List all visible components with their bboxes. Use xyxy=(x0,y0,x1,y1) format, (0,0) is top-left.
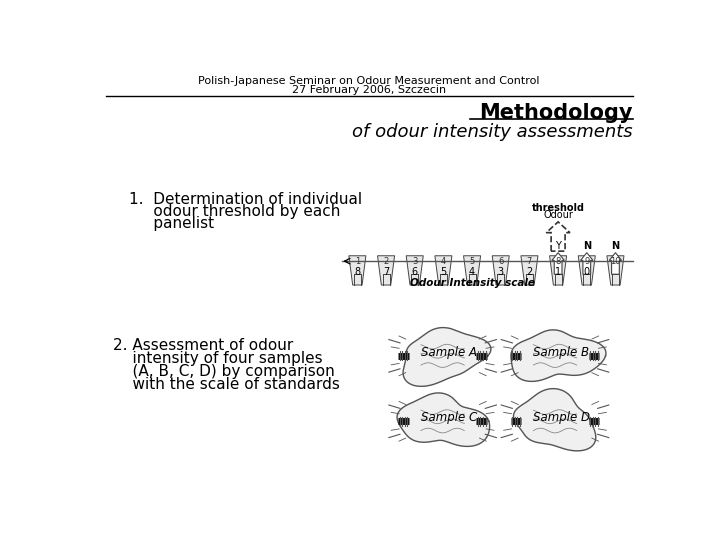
Polygon shape xyxy=(377,256,395,285)
Text: Sample C: Sample C xyxy=(420,411,477,424)
Text: 10: 10 xyxy=(611,258,621,266)
Text: 1: 1 xyxy=(355,258,360,266)
Text: threshold: threshold xyxy=(531,202,585,213)
Text: 3: 3 xyxy=(498,267,504,278)
Polygon shape xyxy=(406,256,423,285)
Text: 8: 8 xyxy=(555,258,561,266)
Polygon shape xyxy=(609,253,621,274)
Text: N: N xyxy=(582,241,591,251)
Text: Sample B: Sample B xyxy=(534,346,589,359)
Text: Polish-Japanese Seminar on Odour Measurement and Control: Polish-Japanese Seminar on Odour Measure… xyxy=(198,76,540,85)
Text: Y: Y xyxy=(555,241,561,251)
Text: 7: 7 xyxy=(383,267,390,278)
Text: 6: 6 xyxy=(498,258,503,266)
Text: 1.  Determination of individual: 1. Determination of individual xyxy=(129,192,362,207)
Polygon shape xyxy=(403,328,491,386)
Text: 5: 5 xyxy=(469,258,474,266)
Polygon shape xyxy=(435,256,452,285)
Polygon shape xyxy=(492,256,509,285)
Text: 2: 2 xyxy=(384,258,389,266)
Text: 0: 0 xyxy=(584,267,590,278)
Polygon shape xyxy=(511,330,606,381)
Text: 4: 4 xyxy=(441,258,446,266)
Text: odour threshold by each: odour threshold by each xyxy=(129,204,340,219)
Text: Methodology: Methodology xyxy=(479,103,632,123)
Text: 6: 6 xyxy=(412,267,418,278)
Text: Sample A: Sample A xyxy=(420,346,477,359)
Polygon shape xyxy=(513,389,596,451)
Text: Odour: Odour xyxy=(543,210,573,220)
Text: Odour Intensity scale: Odour Intensity scale xyxy=(410,278,534,288)
Text: with the scale of standards: with the scale of standards xyxy=(113,377,340,393)
Text: of odour intensity assessments: of odour intensity assessments xyxy=(352,123,632,141)
Text: 2: 2 xyxy=(526,267,533,278)
Text: 7: 7 xyxy=(527,258,532,266)
Text: panelist: panelist xyxy=(129,217,214,232)
Text: intensity of four samples: intensity of four samples xyxy=(113,351,323,366)
Polygon shape xyxy=(580,253,593,274)
Polygon shape xyxy=(349,256,366,285)
Polygon shape xyxy=(397,393,490,447)
Polygon shape xyxy=(578,256,595,285)
Text: 3: 3 xyxy=(412,258,418,266)
Text: 27 February 2006, Szczecin: 27 February 2006, Szczecin xyxy=(292,85,446,95)
Polygon shape xyxy=(464,256,481,285)
Polygon shape xyxy=(546,222,570,251)
Text: 5: 5 xyxy=(440,267,446,278)
Text: N: N xyxy=(611,241,619,251)
Polygon shape xyxy=(607,256,624,285)
Text: 4: 4 xyxy=(469,267,475,278)
Text: 9: 9 xyxy=(584,258,590,266)
Text: (A, B, C, D) by comparison: (A, B, C, D) by comparison xyxy=(113,364,335,379)
Polygon shape xyxy=(549,256,567,285)
Polygon shape xyxy=(521,256,538,285)
Text: 8: 8 xyxy=(354,267,361,278)
Text: 2. Assessment of odour: 2. Assessment of odour xyxy=(113,338,294,353)
Text: 1: 1 xyxy=(555,267,561,278)
Text: Sample D: Sample D xyxy=(533,411,590,424)
Polygon shape xyxy=(552,253,564,274)
